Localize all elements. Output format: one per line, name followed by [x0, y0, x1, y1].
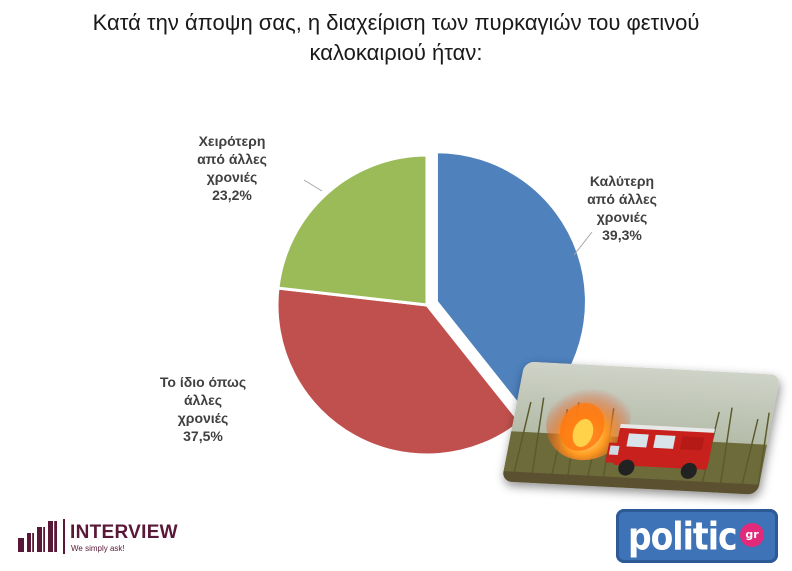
- leader-line-0: [573, 231, 593, 256]
- leader-line-2: [303, 179, 323, 192]
- interview-name: INTERVIEW: [70, 522, 178, 543]
- interview-tagline: We simply ask!: [71, 544, 125, 553]
- fire-truck-photo: [501, 361, 781, 495]
- slice-label-0: Καλύτερη από άλλες χρονιές 39,3%: [587, 173, 657, 243]
- politic-badge: gr: [740, 523, 764, 547]
- slice-label-1: Το ίδιο όπως άλλες χρονιές 37,5%: [160, 374, 246, 444]
- pie-slice-1: [275, 286, 523, 457]
- politic-logo: politic gr: [616, 509, 778, 563]
- politic-name: politic: [628, 514, 738, 559]
- chart-title: Κατά την άποψη σας, η διαχείριση των πυρ…: [0, 8, 792, 68]
- chart-title-line1: Κατά την άποψη σας, η διαχείριση των πυρ…: [92, 10, 700, 35]
- slice-label-2: Χειρότερη από άλλες χρονιές 23,2%: [197, 133, 267, 203]
- pie-slice-2: [276, 153, 429, 307]
- interview-logo: [18, 519, 65, 554]
- chart-title-line2: καλοκαιριού ήταν:: [309, 40, 483, 65]
